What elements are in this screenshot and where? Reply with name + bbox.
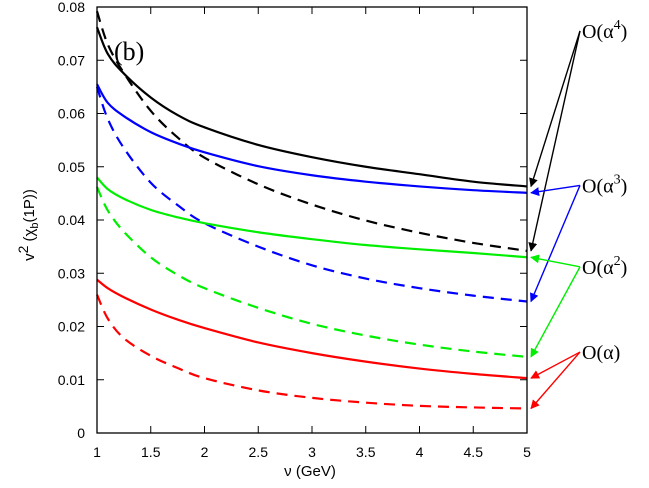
x-tick-labels: 1 1.5 2 2.5 3 3.5 4 4.5 5 [93, 444, 531, 460]
series-line-6-dashed [95, 186, 528, 358]
x-tick-label: 5 [523, 444, 531, 460]
annotation-label-text: O(α) [582, 342, 620, 364]
series-layer [95, 10, 528, 410]
x-axis-title: ν (GeV) [284, 463, 336, 480]
annotation-label-sup: 4 [614, 18, 621, 33]
y-axis-title-sub: b [29, 222, 41, 228]
y-tick-label: 0.03 [58, 265, 85, 281]
annotation-label-text: O(α [582, 257, 614, 279]
x-tick-label: 3 [308, 444, 316, 460]
annotation-arrow-3-2 [530, 266, 581, 358]
annotation-arrow-2-1 [530, 184, 581, 197]
y-axis-title-tail: (1P)) [21, 189, 38, 222]
y-axis-title-base: v [21, 253, 38, 261]
annotation-arrow-4-1 [530, 351, 581, 379]
axis-ticks [96, 6, 528, 434]
y-tick-label: 0.06 [58, 106, 85, 122]
panel-label: (b) [114, 37, 144, 66]
annotation-label-sup: 3 [614, 172, 621, 187]
x-tick-label: 1 [93, 444, 101, 460]
x-tick-label: 4.5 [464, 444, 484, 460]
y-tick-label: 0.01 [58, 372, 85, 388]
series-line-2-dashed [95, 10, 528, 252]
y-axis-title-sup: 2 [15, 245, 31, 253]
annotation-label-text: O(α [582, 175, 614, 197]
y-axis-title: v2 (χb(1P)) [15, 189, 41, 261]
annotation-label-1: O(α4) [582, 18, 627, 43]
y-tick-label: 0.02 [58, 319, 85, 335]
x-tick-label: 2 [201, 444, 209, 460]
annotation-label-text: O(α [582, 21, 614, 43]
series-line-1-solid [95, 26, 528, 188]
y-tick-label: 0.07 [58, 52, 85, 68]
x-tick-label: 1.5 [141, 444, 161, 460]
annotation-label-tail: ) [621, 257, 628, 279]
y-tick-label: 0.04 [58, 212, 85, 228]
annotation-label-4: O(α) [582, 342, 620, 364]
series-line-4-dashed [95, 86, 528, 303]
y-axis-title-mid: (χ [21, 228, 38, 245]
annotation-arrow-3-1 [530, 254, 581, 268]
annotation-arrow-1-2 [528, 30, 581, 252]
y-tick-label: 0.05 [58, 159, 85, 175]
series-line-8-dashed [95, 294, 528, 410]
y-tick-label: 0 [77, 425, 85, 441]
plot-frame [96, 6, 528, 434]
annotation-arrow-4-2 [530, 351, 581, 410]
y-tick-label: 0.08 [58, 0, 85, 15]
annotation-label-sup: 2 [614, 254, 621, 269]
x-tick-label: 3.5 [356, 444, 376, 460]
annotation-label-tail: ) [621, 175, 628, 197]
x-tick-label: 2.5 [249, 444, 269, 460]
annotation-arrow-1-1 [529, 30, 581, 188]
series-line-7-solid [96, 278, 528, 380]
y-tick-labels: 0 0.01 0.02 0.03 0.04 0.05 0.06 0.07 0.08 [58, 0, 85, 441]
series-line-5-solid [96, 176, 528, 259]
series-line-3-solid [96, 83, 528, 194]
annotation-arrows [528, 30, 581, 410]
annotation-label-tail: ) [621, 21, 628, 43]
annotation-labels: O(α4)O(α3)O(α2)O(α) [582, 18, 627, 364]
annotation-label-3: O(α2) [582, 254, 627, 279]
annotation-arrow-2-2 [530, 185, 581, 303]
annotation-label-2: O(α3) [582, 172, 627, 197]
x-tick-label: 4 [416, 444, 424, 460]
